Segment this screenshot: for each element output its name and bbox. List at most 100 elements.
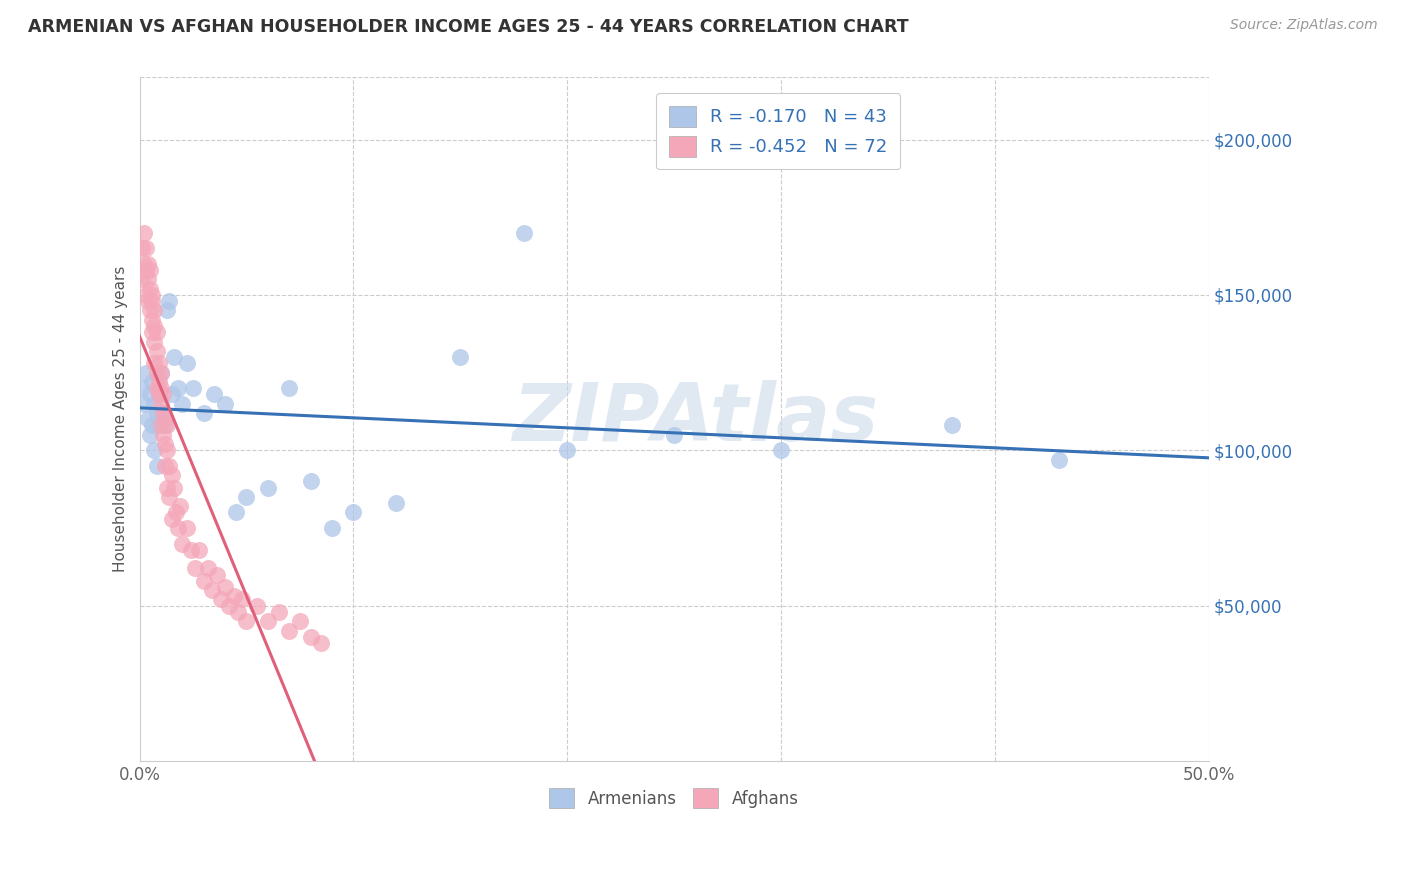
Point xyxy=(136,257,159,271)
Point xyxy=(156,418,179,433)
Point xyxy=(131,381,153,395)
Point xyxy=(145,343,167,358)
Point xyxy=(132,257,155,271)
Point xyxy=(321,521,343,535)
Point xyxy=(141,313,163,327)
Point xyxy=(278,624,301,638)
Point xyxy=(153,458,176,473)
Point xyxy=(135,241,157,255)
Point xyxy=(145,381,167,395)
Point xyxy=(141,288,163,302)
Point xyxy=(149,397,172,411)
Point xyxy=(246,599,269,613)
Point xyxy=(152,406,174,420)
Point xyxy=(167,521,190,535)
Point xyxy=(449,350,471,364)
Point xyxy=(172,397,194,411)
Point xyxy=(136,294,159,309)
Point xyxy=(188,542,211,557)
Point xyxy=(159,458,181,473)
Point xyxy=(169,500,191,514)
Point xyxy=(152,427,174,442)
Point xyxy=(214,397,236,411)
Point xyxy=(288,614,311,628)
Point xyxy=(165,506,187,520)
Point xyxy=(136,272,159,286)
Point xyxy=(201,583,224,598)
Point xyxy=(148,418,170,433)
Point xyxy=(231,592,253,607)
Point xyxy=(202,387,225,401)
Point xyxy=(135,366,157,380)
Point xyxy=(184,561,207,575)
Point xyxy=(132,397,155,411)
Point xyxy=(153,418,176,433)
Point xyxy=(172,536,194,550)
Point xyxy=(153,412,176,426)
Point xyxy=(141,375,163,389)
Point xyxy=(662,427,685,442)
Point xyxy=(235,490,257,504)
Point xyxy=(163,350,186,364)
Point xyxy=(149,366,172,380)
Point xyxy=(222,590,245,604)
Point xyxy=(163,481,186,495)
Point xyxy=(148,387,170,401)
Point xyxy=(143,356,166,370)
Point xyxy=(145,366,167,380)
Text: ARMENIAN VS AFGHAN HOUSEHOLDER INCOME AGES 25 - 44 YEARS CORRELATION CHART: ARMENIAN VS AFGHAN HOUSEHOLDER INCOME AG… xyxy=(28,18,908,36)
Point xyxy=(235,614,257,628)
Point xyxy=(156,481,179,495)
Y-axis label: Householder Income Ages 25 - 44 years: Householder Income Ages 25 - 44 years xyxy=(114,266,128,573)
Point xyxy=(139,427,162,442)
Point xyxy=(299,475,322,489)
Point xyxy=(159,490,181,504)
Point xyxy=(193,406,215,420)
Point xyxy=(148,356,170,370)
Point xyxy=(256,614,278,628)
Text: ZIPAtlas: ZIPAtlas xyxy=(512,380,879,458)
Point xyxy=(176,356,198,370)
Point xyxy=(214,580,236,594)
Point xyxy=(141,418,163,433)
Point xyxy=(555,443,578,458)
Point xyxy=(1047,452,1070,467)
Point xyxy=(385,496,408,510)
Legend: Armenians, Afghans: Armenians, Afghans xyxy=(543,781,806,814)
Point xyxy=(159,294,181,309)
Point xyxy=(141,325,163,339)
Point xyxy=(149,381,172,395)
Point xyxy=(139,303,162,318)
Point xyxy=(181,381,204,395)
Point xyxy=(299,630,322,644)
Point xyxy=(160,387,183,401)
Point xyxy=(139,387,162,401)
Point xyxy=(145,325,167,339)
Point xyxy=(941,418,963,433)
Point xyxy=(143,303,166,318)
Point xyxy=(256,481,278,495)
Point xyxy=(267,605,290,619)
Point xyxy=(143,443,166,458)
Point xyxy=(205,567,228,582)
Point xyxy=(148,375,170,389)
Point xyxy=(131,272,153,286)
Point xyxy=(148,387,170,401)
Point xyxy=(197,561,219,575)
Point xyxy=(160,468,183,483)
Point xyxy=(132,226,155,240)
Point xyxy=(311,636,333,650)
Point xyxy=(135,263,157,277)
Point xyxy=(342,506,364,520)
Point xyxy=(218,599,240,613)
Point xyxy=(139,282,162,296)
Point xyxy=(149,366,172,380)
Point xyxy=(145,458,167,473)
Point xyxy=(176,521,198,535)
Point xyxy=(278,381,301,395)
Point xyxy=(769,443,792,458)
Point xyxy=(156,443,179,458)
Point xyxy=(513,226,536,240)
Point xyxy=(152,387,174,401)
Point xyxy=(143,334,166,349)
